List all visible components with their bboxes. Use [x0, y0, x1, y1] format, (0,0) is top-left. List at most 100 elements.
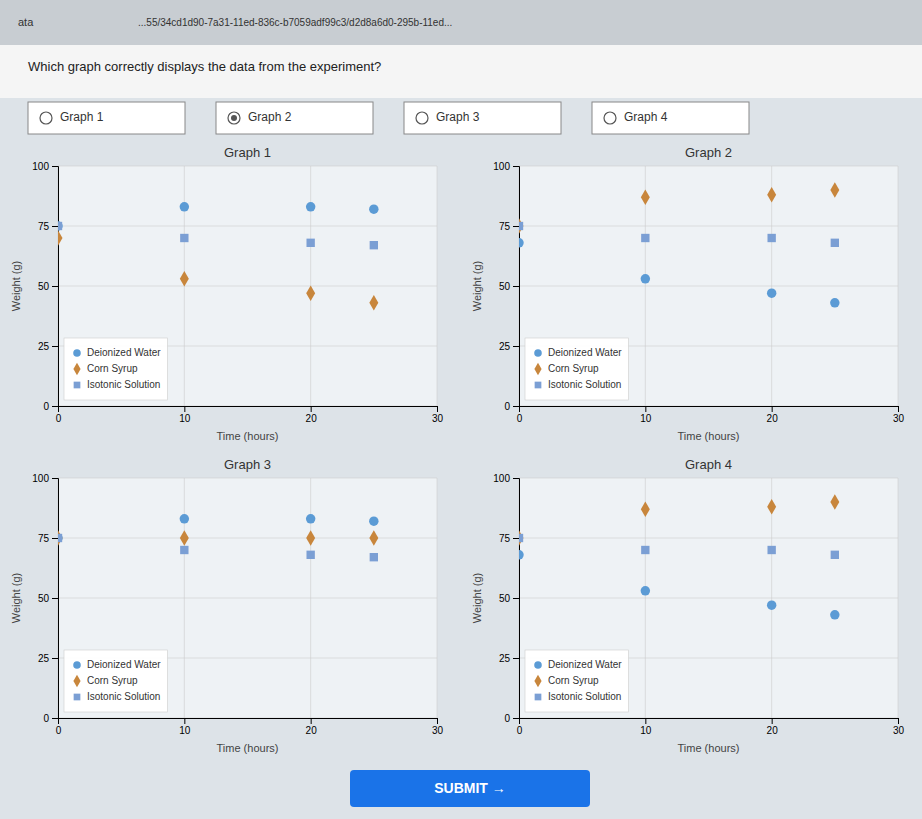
chart-title: Graph 2 [685, 145, 732, 160]
point [519, 218, 523, 234]
tick-mark [513, 346, 519, 347]
url-bar [0, 0, 922, 45]
tick-mark [513, 226, 519, 227]
radio-dot [231, 115, 237, 121]
y-axis: 0255075100 [493, 473, 519, 724]
grid [58, 166, 437, 406]
tick-label: 100 [32, 161, 49, 172]
radio-circle[interactable] [416, 112, 428, 124]
x-axis-title: Time (hours) [217, 742, 279, 754]
grid-line [519, 598, 898, 599]
tick: 75 [38, 221, 58, 232]
tick: 30 [893, 718, 905, 736]
grid [58, 478, 437, 718]
radio-label[interactable]: Graph 3 [436, 110, 480, 124]
point [641, 274, 650, 283]
question: Which graph correctly displays the data … [28, 59, 381, 74]
tick-label: 100 [32, 473, 49, 484]
tick: 50 [38, 281, 58, 292]
legend-marker [73, 661, 81, 669]
point [58, 534, 62, 542]
legend-label: Corn Syrup [548, 363, 599, 374]
tick-label: 30 [893, 725, 905, 736]
x-axis: 0102030 [56, 406, 444, 424]
tick-label: 0 [56, 725, 62, 736]
submit-bg[interactable] [350, 770, 590, 807]
tick-label: 75 [38, 533, 50, 544]
page: ata...55/34cd1d90-7a31-11ed-836c-b7059ad… [0, 0, 922, 819]
tick: 30 [432, 718, 444, 736]
legend-label: Corn Syrup [548, 675, 599, 686]
axis-line [52, 167, 59, 407]
point [369, 516, 378, 525]
tick-label: 0 [517, 413, 523, 424]
radio-option[interactable]: Graph 4 [592, 102, 749, 134]
radio-circle[interactable] [228, 112, 240, 124]
legend-marker [534, 661, 542, 669]
legend-label: Corn Syrup [87, 363, 138, 374]
tick-mark [52, 226, 58, 227]
tick: 0 [56, 406, 62, 424]
chart-title: Graph 3 [224, 457, 271, 472]
tick-mark [513, 286, 519, 287]
tick-label: 75 [499, 533, 511, 544]
point [58, 221, 63, 230]
tick-mark [898, 718, 899, 724]
radio-box[interactable] [216, 102, 373, 134]
legend-label: Isotonic Solution [548, 691, 621, 702]
axis-line [59, 407, 438, 413]
radio-circle[interactable] [40, 112, 52, 124]
legend-label: Corn Syrup [87, 675, 138, 686]
tick-mark [437, 718, 438, 724]
point [767, 234, 775, 242]
point [767, 600, 776, 609]
radio-option[interactable]: Graph 3 [404, 102, 561, 134]
submit-label[interactable]: SUBMIT → [434, 780, 506, 796]
tick-mark [513, 538, 519, 539]
point [306, 239, 314, 247]
grid-line [58, 478, 437, 479]
tick: 0 [56, 718, 62, 736]
plot-area [519, 166, 898, 406]
tick-mark [513, 598, 519, 599]
tick: 50 [499, 593, 519, 604]
point [306, 514, 315, 523]
submit-button[interactable]: SUBMIT → [350, 770, 590, 807]
tick-mark [513, 166, 519, 167]
legend: Deionized WaterCorn SyrupIsotonic Soluti… [525, 650, 629, 712]
radio-box[interactable] [404, 102, 561, 134]
points [519, 182, 840, 307]
point [306, 285, 315, 301]
radio-label[interactable]: Graph 2 [248, 110, 292, 124]
tick-mark [52, 598, 58, 599]
tick-label: 20 [767, 725, 779, 736]
radio-label[interactable]: Graph 1 [60, 110, 104, 124]
tick-mark [184, 406, 185, 412]
legend-marker [74, 694, 81, 701]
point [306, 202, 315, 211]
tick-label: 50 [499, 593, 511, 604]
tick-label: 10 [179, 725, 191, 736]
tick-label: 30 [893, 413, 905, 424]
tick-mark [52, 346, 58, 347]
plot-area [519, 478, 898, 718]
radio-box[interactable] [592, 102, 749, 134]
radio-circle[interactable] [604, 112, 616, 124]
radio-option[interactable]: Graph 2 [216, 102, 373, 134]
legend-marker [73, 675, 80, 687]
tick-label: 0 [517, 725, 523, 736]
radio-box[interactable] [28, 102, 185, 134]
tick-mark [52, 538, 58, 539]
tick-label: 10 [640, 725, 652, 736]
point [830, 610, 839, 619]
point [767, 187, 776, 203]
legend-marker [73, 349, 81, 357]
tick-label: 0 [504, 713, 510, 724]
plot-area [58, 478, 437, 718]
legend-marker [534, 349, 542, 357]
tick-label: 0 [56, 413, 62, 424]
plot-area [58, 166, 437, 406]
radio-option[interactable]: Graph 1 [28, 102, 185, 134]
radio-label[interactable]: Graph 4 [624, 110, 668, 124]
legend-label: Deionized Water [87, 347, 161, 358]
